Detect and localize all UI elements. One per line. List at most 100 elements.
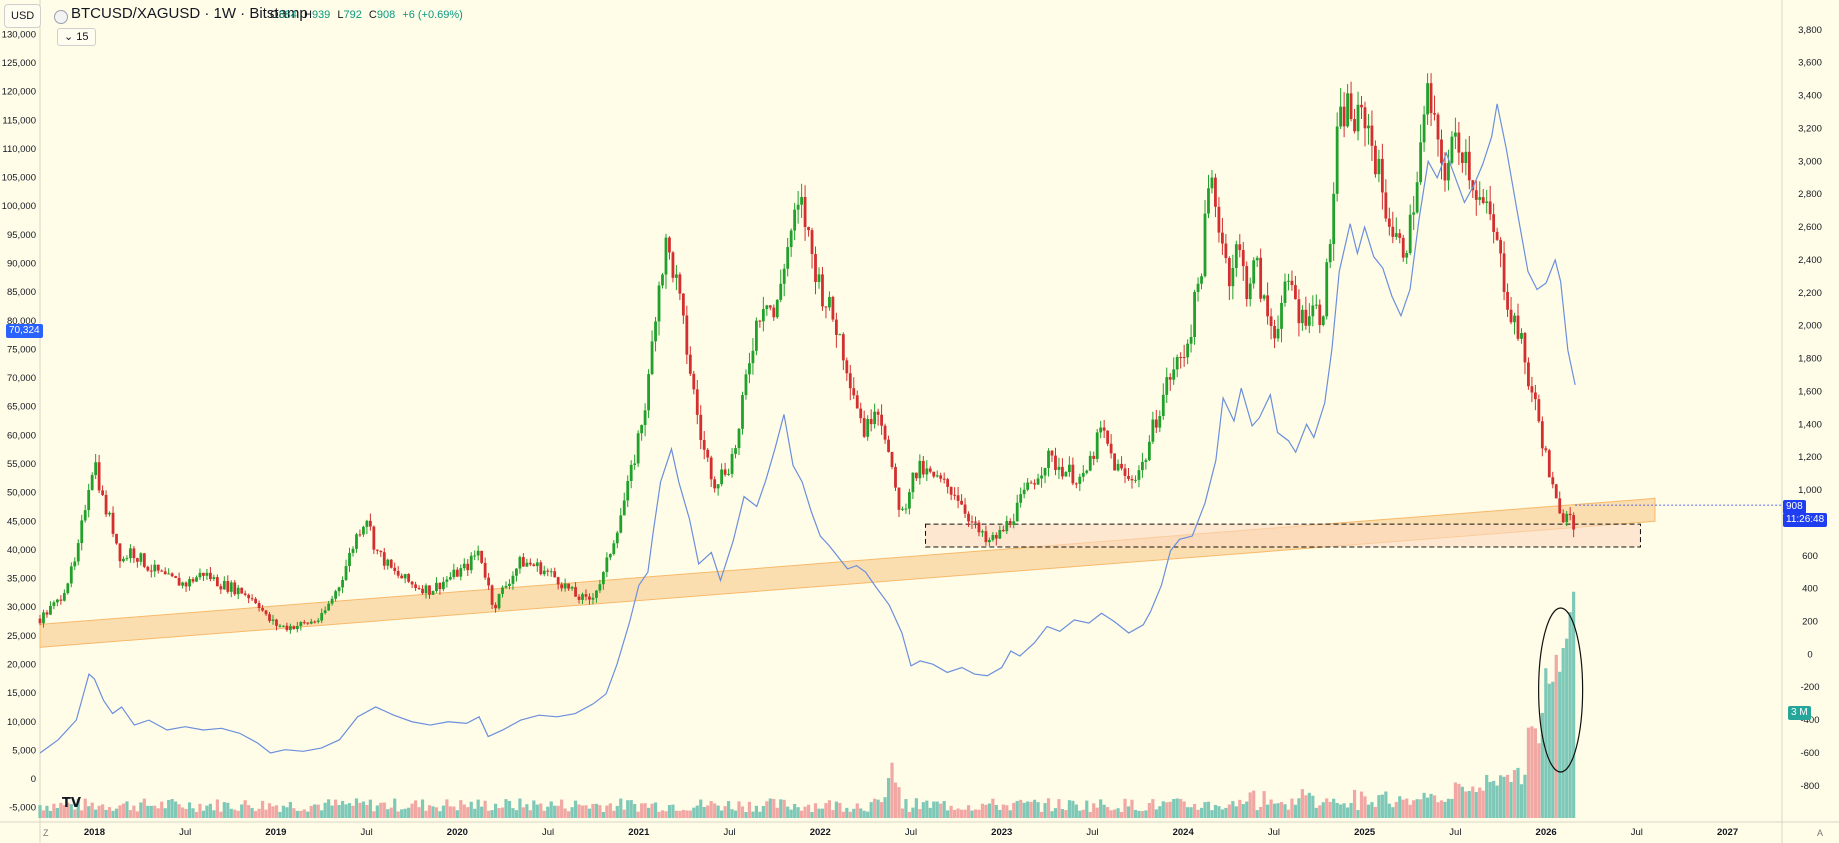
candle-body xyxy=(1540,421,1544,449)
candle-body xyxy=(1161,394,1165,417)
right-tick-label: 0 xyxy=(1807,649,1812,660)
volume-bar xyxy=(1339,804,1343,818)
volume-bar xyxy=(730,809,734,818)
candle-body xyxy=(671,252,675,278)
volume-bar xyxy=(278,811,282,818)
volume-bar xyxy=(546,806,550,818)
candle-body xyxy=(664,237,668,275)
candle-body xyxy=(779,283,783,300)
candle-body xyxy=(42,612,45,624)
candle-body xyxy=(921,460,925,475)
volume-bar xyxy=(260,800,265,818)
volume-bar xyxy=(146,805,150,818)
candle-body xyxy=(581,594,584,600)
volume-bar xyxy=(121,803,126,818)
candle-body xyxy=(483,562,487,578)
candle-body xyxy=(1307,316,1311,326)
symbol-icon xyxy=(54,10,68,24)
volume-bar xyxy=(254,811,258,818)
candle-body xyxy=(1248,283,1252,300)
left-tick-label: 100,000 xyxy=(2,201,36,212)
candle-body xyxy=(76,543,80,562)
candle-body xyxy=(855,395,859,409)
volume-bar xyxy=(817,808,821,818)
volume-bar xyxy=(671,804,675,818)
volume-bar xyxy=(1391,807,1395,818)
volume-bar xyxy=(852,808,856,818)
candle-body xyxy=(1398,233,1402,238)
volume-bar xyxy=(1401,799,1405,818)
symbol-title[interactable]: BTCUSD/XAGUSD · 1W · Bitstamp xyxy=(71,5,308,22)
volume-bar xyxy=(733,810,738,818)
volume-bar xyxy=(1279,802,1284,818)
volume-bar xyxy=(709,801,713,818)
candle-body xyxy=(734,448,737,454)
candle-body xyxy=(963,504,967,514)
volume-bar xyxy=(786,806,790,818)
candle-body xyxy=(1113,453,1116,471)
candle-body xyxy=(1509,309,1513,323)
candle-body xyxy=(417,588,421,590)
candle-body xyxy=(1047,450,1050,468)
volume-bar xyxy=(1116,808,1120,818)
candle-body xyxy=(1127,475,1130,479)
volume-bar xyxy=(925,800,929,818)
candle-body xyxy=(49,605,52,615)
right-tick-label: 3,800 xyxy=(1798,25,1822,36)
candle-body xyxy=(1022,489,1026,495)
ohlc-readout: O884 H939 L792 C908 +6 (+0.69%) xyxy=(270,9,463,21)
volume-bar xyxy=(560,799,564,818)
volume-bar xyxy=(629,800,633,818)
volume-bar xyxy=(1526,727,1531,818)
currency-button[interactable]: USD xyxy=(4,4,42,28)
volume-bar xyxy=(532,800,536,818)
candle-body xyxy=(1516,315,1520,339)
candle-body xyxy=(521,557,525,567)
candle-body xyxy=(1346,93,1349,127)
candle-body xyxy=(1196,283,1200,292)
candle-body xyxy=(1061,466,1064,477)
volume-bar xyxy=(156,808,160,818)
volume-bar xyxy=(1345,807,1350,818)
volume-bar xyxy=(998,809,1002,818)
candle-body xyxy=(1481,197,1485,203)
candle-body xyxy=(372,526,376,550)
candle-body xyxy=(1360,104,1363,108)
volume-bar xyxy=(942,800,946,818)
left-tick-label: 55,000 xyxy=(7,459,36,470)
volume-bar xyxy=(591,804,595,818)
candle-body xyxy=(1412,212,1416,215)
right-tick-label: 2,800 xyxy=(1798,189,1822,200)
volume-bar xyxy=(946,810,950,818)
candle-body xyxy=(219,586,223,590)
volume-bar xyxy=(302,809,306,818)
left-tick-label: 110,000 xyxy=(2,144,36,155)
candle-body xyxy=(184,582,188,587)
candle-body xyxy=(1460,152,1464,164)
candle-body xyxy=(1175,356,1179,370)
indicator-toggle[interactable]: ⌄ 15 xyxy=(57,28,96,46)
volume-bar xyxy=(1262,791,1266,818)
candle-body xyxy=(132,548,136,559)
volume-bar xyxy=(1026,801,1030,818)
volume-bar xyxy=(480,806,484,818)
volume-bar xyxy=(128,810,133,818)
candle-body xyxy=(1502,253,1506,292)
candle-body xyxy=(375,549,379,551)
candle-body xyxy=(636,433,640,464)
candle-body xyxy=(782,268,786,284)
volume-bar xyxy=(702,806,706,818)
candle-body xyxy=(918,460,922,479)
x-tick-label: 2023 xyxy=(991,827,1012,838)
candle-body xyxy=(1547,450,1551,478)
volume-bar xyxy=(1029,801,1033,818)
volume-bar xyxy=(1050,811,1054,818)
volume-bar xyxy=(487,810,491,818)
candle-body xyxy=(424,585,428,594)
volume-bar xyxy=(1457,783,1461,818)
candle-body xyxy=(1422,114,1426,143)
volume-bar xyxy=(358,802,362,818)
candle-body xyxy=(368,520,372,527)
